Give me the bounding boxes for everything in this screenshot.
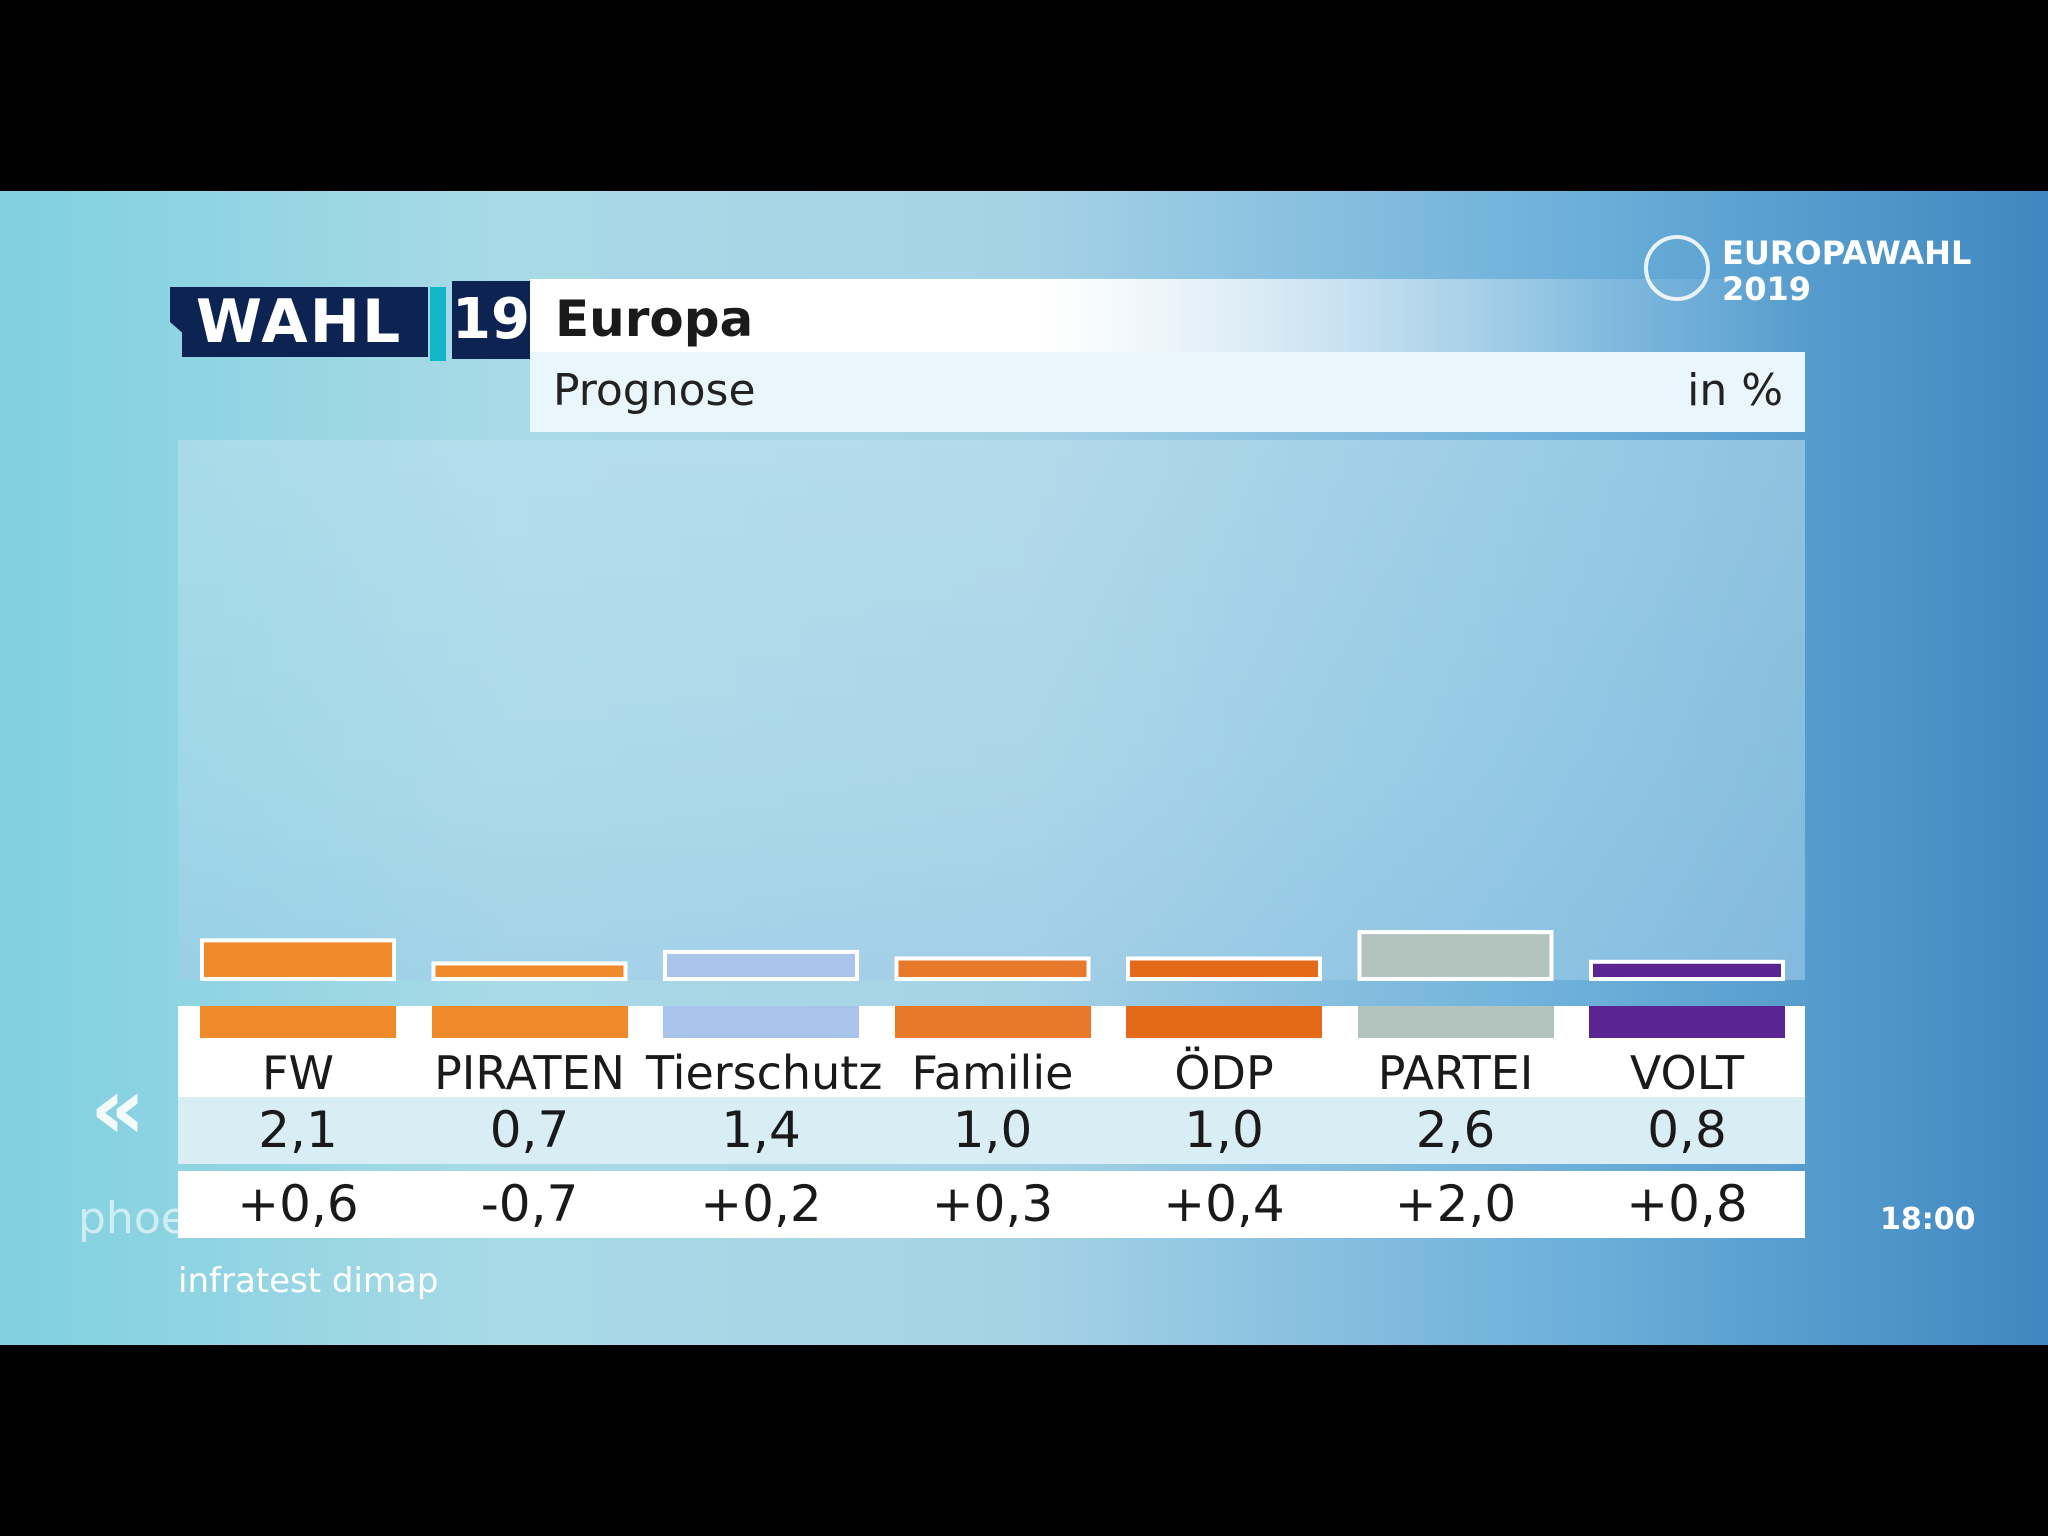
bar-piraten	[435, 965, 624, 977]
party-value: 0,7	[489, 1101, 570, 1159]
party-name: Familie	[911, 1046, 1074, 1100]
swatch-ödp	[1126, 1006, 1322, 1038]
party-diff: +2,0	[1394, 1175, 1517, 1233]
party-value: 1,0	[952, 1101, 1033, 1159]
source-label: infratest dimap	[178, 1261, 439, 1301]
party-value: 2,6	[1415, 1101, 1496, 1159]
party-value: 0,8	[1647, 1101, 1727, 1159]
swatch-familie	[894, 1006, 1091, 1038]
bar-ödp	[1130, 960, 1318, 977]
party-value: 1,0	[1184, 1101, 1264, 1159]
swatch-partei	[1357, 1006, 1554, 1038]
brand-line-2: 2019	[1722, 270, 1812, 308]
chart-unit: in %	[1687, 365, 1783, 416]
party-diff: -0,7	[480, 1175, 579, 1233]
swatch-volt	[1589, 1006, 1785, 1038]
title-bar	[530, 279, 1805, 359]
broadcast-screen: WAHL 19 Europa Prognose in % EUROPAWAHL …	[0, 191, 2048, 1345]
bar-partei	[1361, 934, 1550, 977]
party-value: 2,1	[258, 1101, 338, 1159]
party-diff: +0,8	[1626, 1175, 1748, 1233]
bar-fw	[204, 942, 392, 977]
brand-line-1: EUROPAWAHL	[1722, 234, 1972, 272]
logo-accent	[430, 287, 446, 361]
party-name: PARTEI	[1377, 1046, 1534, 1100]
party-name: PIRATEN	[434, 1046, 625, 1100]
clock-time: 18:00	[1880, 1202, 1976, 1237]
channel-watermark: phoe	[78, 1193, 188, 1244]
diff-row: +0,6 -0,7 +0,2 +0,3 +0,4 +2,0 +0,8	[178, 1171, 1805, 1238]
party-name-row: FW PIRATEN Tierschutz Familie ÖDP PARTEI VOLT	[178, 1006, 1805, 1100]
bar-chart	[200, 930, 1785, 981]
double-chevron-left-icon[interactable]: «	[90, 1059, 146, 1159]
bar-tierschutz	[667, 953, 855, 977]
party-diff: +0,3	[931, 1175, 1054, 1233]
swatch-piraten	[431, 1006, 628, 1038]
bar-familie	[898, 960, 1087, 977]
europawahl-stars-icon	[1644, 235, 1710, 301]
party-name: ÖDP	[1174, 1046, 1274, 1100]
wahl-logo-number: 19	[452, 281, 530, 359]
bar-volt	[1593, 963, 1781, 977]
party-name: FW	[262, 1046, 334, 1100]
party-name: VOLT	[1629, 1046, 1745, 1100]
party-value: 1,4	[721, 1101, 801, 1159]
party-name: Tierschutz	[646, 1046, 883, 1100]
party-diff: +0,4	[1163, 1175, 1285, 1233]
party-diff: +0,2	[700, 1175, 822, 1233]
chart-panel	[178, 440, 1805, 980]
swatch-tierschutz	[663, 1006, 859, 1038]
chart-title: Europa	[555, 290, 754, 348]
chart-subtitle: Prognose	[553, 365, 756, 416]
value-row: 2,1 0,7 1,4 1,0 1,0 2,6 0,8	[178, 1097, 1805, 1164]
party-diff: +0,6	[237, 1175, 359, 1233]
swatch-fw	[200, 1006, 396, 1038]
subtitle-bar	[530, 352, 1805, 432]
wahl-logo: WAHL	[170, 287, 428, 357]
